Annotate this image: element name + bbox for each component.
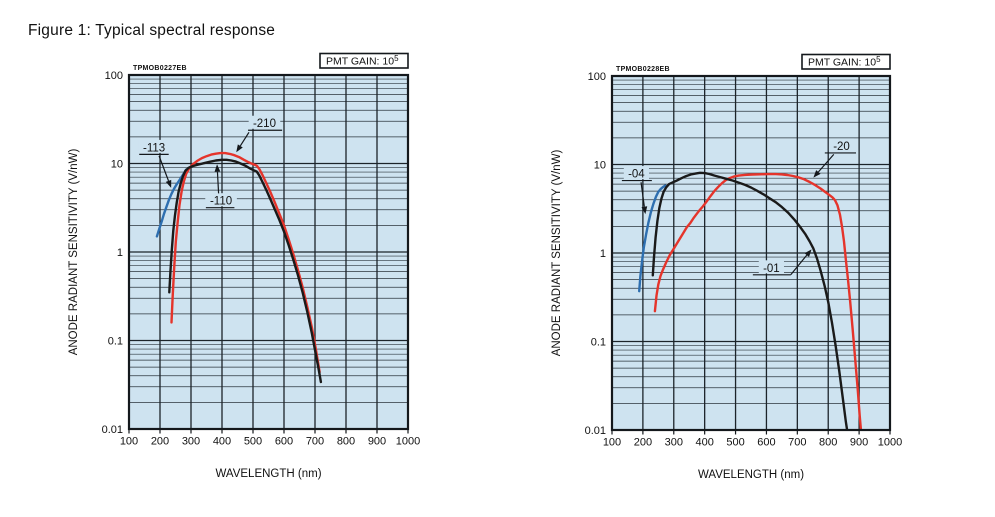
curve--20 (653, 172, 863, 430)
y-tick-label: 100 (105, 70, 123, 82)
annotation-halo (138, 139, 170, 153)
figure-title: Figure 1: Typical spectral response (28, 22, 276, 39)
x-tick-label: 700 (788, 437, 806, 449)
pmt-gain-badge-box (801, 53, 891, 70)
annotation-leader-line (817, 154, 835, 173)
pmt-gain-badge-text: PMT GAIN: 105 (326, 54, 399, 68)
y-tick-label: 0.01 (102, 424, 123, 436)
x-tick-label: 500 (726, 437, 744, 449)
pmt-gain-badge-box (319, 52, 409, 69)
annotation-label--110: -110 (210, 196, 232, 208)
annotation-label--113: -113 (143, 142, 165, 154)
x-tick-label: 300 (665, 437, 683, 449)
plot-frame (127, 73, 410, 431)
x-tick-label: 800 (337, 436, 355, 448)
annotation-halo (623, 166, 650, 180)
y-tick-label: 0.1 (108, 336, 123, 348)
plot-frame (610, 74, 892, 432)
x-axis-label: WAVELENGTH (nm) (698, 469, 804, 481)
x-tick-label: 900 (368, 436, 386, 448)
pmt-gain-badge-text: PMT GAIN: 105 (808, 55, 881, 69)
y-tick-label: 0.1 (591, 337, 606, 349)
annotation-halo (758, 260, 784, 274)
annotation-leader-line (216, 171, 220, 194)
annotation-label--210: -210 (253, 118, 276, 130)
x-tick-label: 1000 (396, 436, 420, 448)
curve--110 (168, 158, 323, 384)
annotation-halo (205, 193, 237, 207)
y-tick-label: 0.01 (585, 425, 606, 437)
annotation-label--01: -01 (763, 263, 780, 275)
y-axis-label: ANODE RADIANT SENSITIVITY (V/nW) (68, 149, 80, 356)
x-tick-label: 400 (213, 436, 231, 448)
curve--210 (170, 151, 321, 374)
curve--04 (638, 184, 667, 293)
annotation-halo (248, 115, 281, 129)
annotation-arrowhead-icon (641, 206, 648, 215)
y-tick-label: 1 (600, 248, 606, 260)
y-tick-label: 10 (594, 160, 606, 172)
annotation-leader-line (790, 254, 808, 275)
x-tick-label: 100 (120, 436, 138, 448)
y-tick-label: 10 (111, 159, 123, 171)
annotation-arrowhead-icon (214, 164, 221, 172)
x-tick-label: 200 (151, 436, 169, 448)
plot-id-label: TPMOB0228EB (616, 66, 670, 73)
x-tick-label: 300 (182, 436, 200, 448)
annotation-label--20: -20 (833, 141, 850, 153)
annotation-arrowhead-icon (165, 179, 172, 188)
x-tick-label: 500 (244, 436, 262, 448)
annotation-arrowhead-icon (236, 144, 243, 153)
annotation-leader-line (640, 182, 645, 207)
y-axis-label: ANODE RADIANT SENSITIVITY (V/nW) (551, 150, 563, 357)
x-tick-label: 200 (634, 437, 652, 449)
annotation-arrowhead-icon (804, 249, 812, 257)
annotation-label--04: -04 (628, 169, 645, 181)
curve--01 (651, 171, 849, 430)
x-tick-label: 600 (275, 436, 293, 448)
x-tick-label: 1000 (878, 437, 902, 449)
x-tick-label: 600 (757, 437, 775, 449)
plot-id-label: TPMOB0227EB (133, 65, 187, 72)
annotation-arrowhead-icon (813, 170, 821, 178)
x-tick-label: 100 (603, 437, 621, 449)
y-tick-label: 100 (588, 71, 606, 83)
x-tick-label: 400 (695, 437, 713, 449)
y-tick-label: 1 (117, 247, 123, 259)
annotation-halo (828, 138, 855, 152)
annotation-leader-line (239, 132, 250, 147)
annotation-leader-line (158, 155, 170, 182)
x-tick-label: 800 (819, 437, 837, 449)
x-tick-label: 700 (306, 436, 324, 448)
x-tick-label: 900 (850, 437, 868, 449)
x-axis-label: WAVELENGTH (nm) (215, 468, 321, 480)
